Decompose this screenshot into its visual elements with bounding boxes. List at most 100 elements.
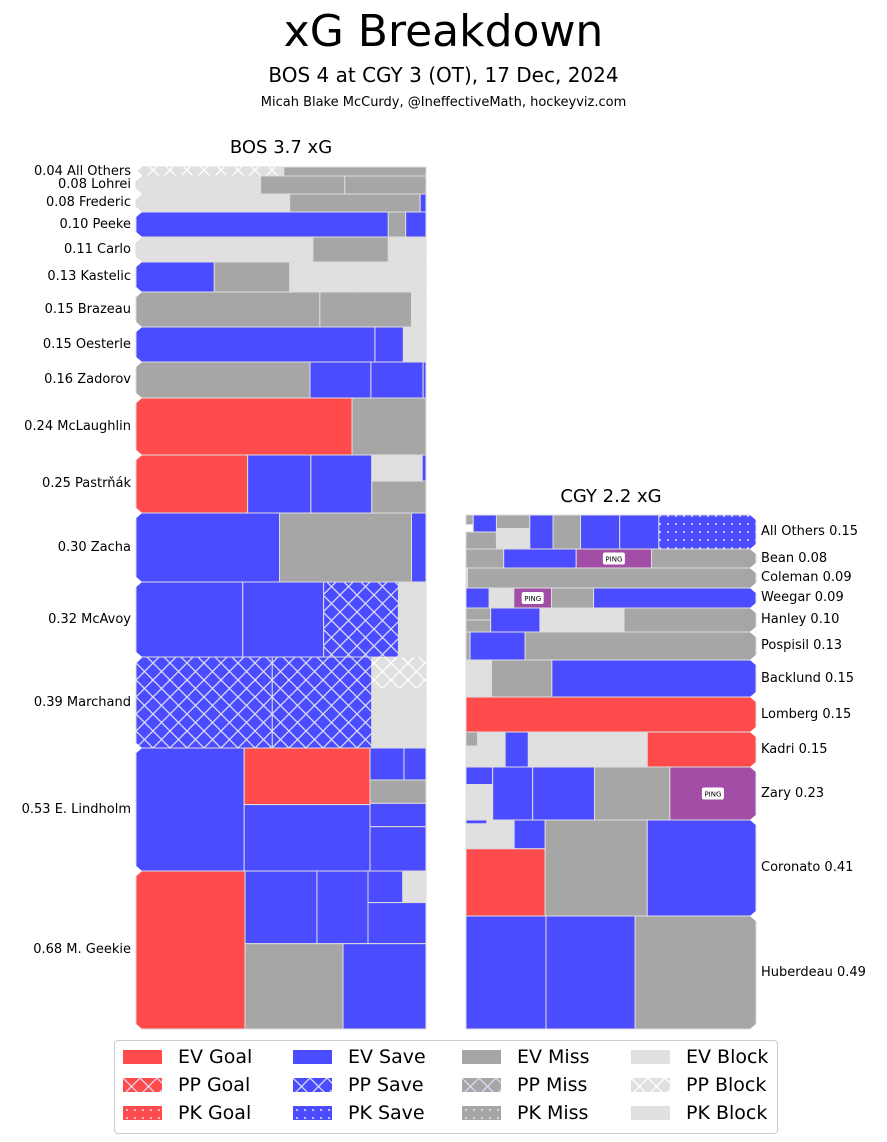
cgy-team-title: CGY 2.2 xG xyxy=(560,486,662,507)
shot-cell-save-ev xyxy=(411,512,427,583)
shot-cell-miss-ev xyxy=(312,236,389,263)
shot-cell-miss-ev xyxy=(465,514,474,526)
legend-label: PK Block xyxy=(686,1102,768,1124)
shot-cell-save-ev xyxy=(135,512,281,583)
shot-cell-block-ev xyxy=(486,819,515,850)
shot-cell-save-ev xyxy=(421,454,427,482)
shot-cell-block-ev xyxy=(402,870,427,904)
shot-cell-block-ev xyxy=(135,175,262,195)
legend-swatch xyxy=(631,1078,670,1092)
shot-cell-save-ev xyxy=(374,326,404,363)
row-notch xyxy=(750,562,757,574)
player-label: 0.39 Marchand xyxy=(33,694,131,710)
row-notch xyxy=(750,626,757,638)
legend-label: EV Goal xyxy=(178,1046,253,1068)
player-block-0-10 xyxy=(135,454,427,514)
shot-cell-save-ev xyxy=(309,361,372,399)
legend-item-ev-block: EV Block xyxy=(631,1044,768,1070)
shot-cell-save-ev xyxy=(465,915,547,1030)
shot-cell-block-ev xyxy=(465,783,494,821)
shot-cell-save-ev xyxy=(135,747,245,872)
shot-cell-block-ev xyxy=(477,731,506,747)
shot-cell-block-ev xyxy=(371,454,423,482)
row-notch xyxy=(135,651,142,663)
row-notch xyxy=(135,865,142,877)
player-label: Weegar 0.09 xyxy=(761,590,844,605)
player-block-0-14 xyxy=(135,747,427,872)
shot-cell-save-ev xyxy=(472,514,497,533)
shot-cell-save-ev xyxy=(422,361,427,399)
row-notch xyxy=(135,742,142,754)
shot-cell-block-ev xyxy=(488,587,515,609)
shot-cell-save-ev xyxy=(529,514,554,550)
legend-item-pk-block: PK Block xyxy=(631,1100,767,1126)
player-label: Lomberg 0.15 xyxy=(761,706,852,722)
row-notch xyxy=(135,449,142,461)
player-label: 0.08 Frederic xyxy=(45,195,131,210)
shot-cell-block-ev xyxy=(411,291,427,328)
player-label: 0.24 McLaughlin xyxy=(24,418,131,434)
shot-cell-block-ev xyxy=(371,688,427,749)
player-label: 0.32 McAvoy xyxy=(48,611,131,627)
row-notch xyxy=(135,161,142,173)
legend-item-pp-miss: PP Miss xyxy=(462,1072,587,1098)
shot-cell-block-ev xyxy=(527,731,556,768)
shot-cell-save-ev xyxy=(469,631,526,661)
legend-swatch xyxy=(293,1106,332,1120)
shot-cell-miss-ev xyxy=(465,531,497,550)
row-notch xyxy=(750,543,757,555)
legend-swatch xyxy=(462,1078,501,1092)
row-notch xyxy=(135,576,142,588)
shot-cell-miss-ev xyxy=(289,193,421,213)
player-block-0-8 xyxy=(135,361,427,399)
shot-cell-save-ev xyxy=(465,587,490,609)
legend-swatch xyxy=(462,1106,501,1120)
shot-cell-block-ev xyxy=(397,581,427,658)
shot-cell-miss-ev xyxy=(651,548,757,569)
legend-swatch xyxy=(123,1078,162,1092)
shot-cell-save-ev xyxy=(367,870,404,904)
shot-cell-miss-ev xyxy=(369,779,427,804)
legend-swatch xyxy=(293,1078,332,1092)
row-notch xyxy=(750,691,757,703)
shot-cell-block-ev xyxy=(135,193,291,213)
shot-cell-save-ev xyxy=(244,870,318,945)
legend-label: EV Block xyxy=(686,1046,769,1068)
shot-cell-save-ev xyxy=(310,454,373,514)
shot-cell-save-ev xyxy=(503,548,577,569)
player-label: 0.25 Pastrňák xyxy=(41,476,131,491)
legend-item-ev-goal: EV Goal xyxy=(123,1044,252,1070)
legend-label: PK Miss xyxy=(517,1102,589,1124)
row-notch xyxy=(750,654,757,666)
player-label: All Others 0.15 xyxy=(761,524,859,539)
player-label: Backlund 0.15 xyxy=(761,670,854,686)
shot-cell-save-ev xyxy=(403,747,427,781)
legend-label: EV Save xyxy=(348,1046,426,1068)
legend-label: PK Goal xyxy=(178,1102,252,1124)
player-block-0-3 xyxy=(135,211,427,238)
player-label: 0.16 Zadorov xyxy=(44,372,131,387)
row-notch xyxy=(750,1023,757,1035)
player-label: 0.11 Carlo xyxy=(63,241,131,257)
shot-cell-goal-ev xyxy=(243,747,371,806)
shot-cell-save-ev xyxy=(419,193,427,213)
player-block-1-7 xyxy=(465,696,757,733)
player-label: Zary 0.23 xyxy=(761,785,824,801)
shot-cell-save-ev xyxy=(580,514,621,550)
row-notch xyxy=(135,507,142,519)
player-block-0-11 xyxy=(135,512,427,583)
shot-cell-save-ev xyxy=(135,211,389,238)
bos-team-title: BOS 3.7 xG xyxy=(229,137,333,158)
shot-cell-block-ev xyxy=(539,607,625,633)
legend-swatch xyxy=(293,1050,332,1064)
player-block-0-1 xyxy=(135,175,427,195)
shot-cell-save-ev xyxy=(135,581,244,658)
shot-cell-save-ev xyxy=(492,766,534,821)
shot-cell-save-ev xyxy=(619,514,660,550)
shot-cell-save-ev xyxy=(247,454,312,514)
shot-cell-goal-ev xyxy=(465,848,546,917)
shot-cell-save-ev xyxy=(646,819,757,917)
legend-label: EV Miss xyxy=(517,1046,590,1068)
legend-item-pk-miss: PK Miss xyxy=(462,1100,588,1126)
legend-label: PP Goal xyxy=(178,1074,251,1096)
